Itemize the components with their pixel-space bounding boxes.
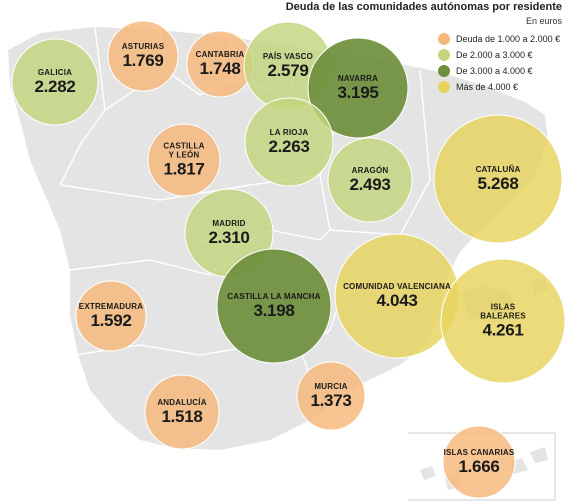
bubble [216,248,332,364]
legend-label: De 2.000 a 3.000 € [456,50,533,60]
bubble [11,38,99,126]
legend-item: De 2.000 a 3.000 € [438,47,560,63]
legend-item: Deuda de 1.000 a 2.000 € [438,31,560,47]
legend-swatch-range2 [438,49,450,61]
legend-label: Deuda de 1.000 a 2.000 € [456,34,561,44]
legend-swatch-range1 [438,33,450,45]
bubbles-layer [11,20,566,499]
bubble [334,233,460,359]
legend-swatch-range4 [438,81,450,93]
map-title: Deuda de las comunidades autónomas por r… [285,1,562,13]
bubble [107,20,179,92]
bubble [440,258,566,384]
bubble [244,97,334,187]
legend-item: De 3.000 a 4.000 € [438,63,560,79]
bubble [433,114,563,244]
legend-item: Más de 4.000 € [438,79,560,95]
legend: Deuda de 1.000 a 2.000 € De 2.000 a 3.00… [438,31,560,95]
bubble [147,123,221,197]
legend-label: De 3.000 a 4.000 € [456,66,533,76]
legend-swatch-range3 [438,65,450,77]
bubble [296,361,366,431]
bubble [442,425,516,499]
unit-label: En euros [525,16,562,26]
bubble [186,30,254,98]
bubble [327,137,413,223]
bubble [144,374,220,450]
bubble [307,37,409,139]
legend-label: Más de 4.000 € [456,82,519,92]
bubble [75,280,147,352]
